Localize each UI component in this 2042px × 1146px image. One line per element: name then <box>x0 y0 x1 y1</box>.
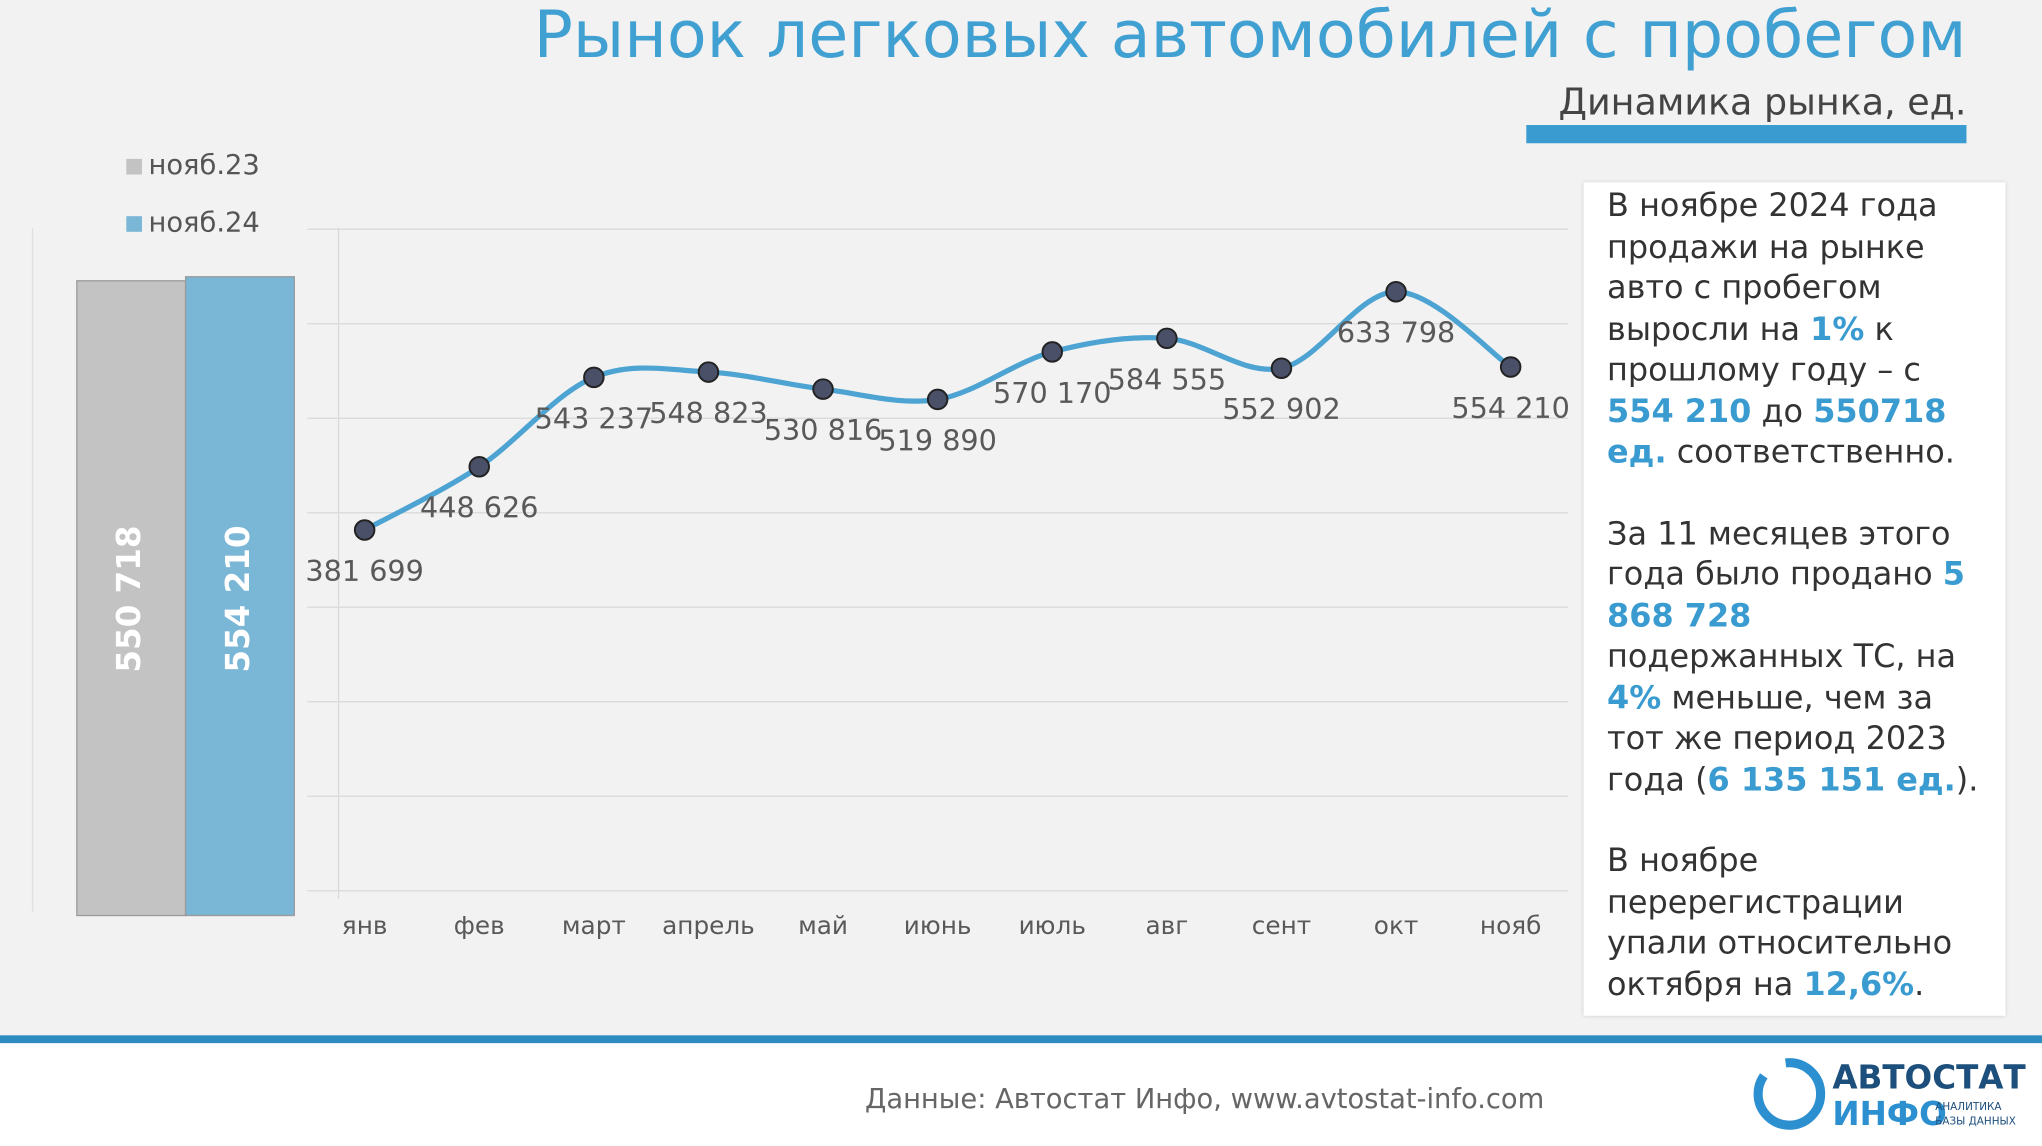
x-tick-label: янв <box>342 911 388 940</box>
legend-label: нояб.24 <box>148 207 259 238</box>
body-text: . <box>1914 964 1925 1003</box>
legend-swatch <box>126 158 142 175</box>
body-text: В ноябре 2024 года продажи на рынке авто… <box>1607 186 1938 348</box>
value-label: 381 699 <box>305 554 423 588</box>
highlight-text: 4% <box>1607 677 1662 716</box>
highlight-text: 12,6% <box>1803 964 1915 1003</box>
body-text: подержанных ТС, на <box>1607 636 1957 675</box>
sidebar-paragraph: В ноябре перерегистрации упали относител… <box>1607 840 1990 1004</box>
logo-tag: БАЗЫ ДАННЫХ <box>1935 1115 2016 1127</box>
value-label: 554 210 <box>219 525 257 672</box>
point <box>353 519 376 541</box>
highlight-text: 550718 ед. <box>1607 391 1947 471</box>
point <box>1041 341 1064 363</box>
body-text: соответственно. <box>1666 432 1955 471</box>
body-text: до <box>1751 391 1814 430</box>
subtitle: Динамика рынка, ед. <box>1558 81 1966 124</box>
footer-source: Данные: Автостат Инфо, www.avtostat-info… <box>865 1084 1544 1115</box>
value-label: 543 237 <box>535 401 653 435</box>
body-text: В ноябре перерегистрации упали относител… <box>1607 841 1953 1003</box>
value-label: 633 798 <box>1337 316 1455 350</box>
bar <box>76 280 187 917</box>
x-tick-label: май <box>798 911 848 940</box>
body-text: к прошлому году – с <box>1607 309 1921 389</box>
point <box>1499 356 1522 378</box>
x-tick-label: июль <box>1019 911 1086 940</box>
sidebar: В ноябре 2024 года продажи на рынке авто… <box>1583 182 2006 1016</box>
x-tick-label: апрель <box>662 911 755 940</box>
bar <box>184 276 295 917</box>
logo-tag: АНАЛИТИКА <box>1935 1101 2002 1113</box>
point <box>583 366 605 389</box>
value-label: 570 170 <box>993 376 1111 410</box>
value-label: 519 890 <box>878 423 996 457</box>
sidebar-paragraph: За 11 месяцев этого года было продано 5 … <box>1607 512 1990 799</box>
value-label: 548 823 <box>649 396 767 430</box>
x-tick-label: июнь <box>904 911 972 940</box>
legend-swatch <box>126 216 142 232</box>
x-tick-label: окт <box>1374 911 1418 940</box>
x-tick-label: нояб <box>1480 911 1541 940</box>
logo: АВТОСТАТ ИНФО АНАЛИТИКА БАЗЫ ДАННЫХ <box>1753 1058 2026 1133</box>
logo-brand: АВТОСТАТ <box>1832 1059 2026 1097</box>
sidebar-paragraph: В ноябре 2024 года продажи на рынке авто… <box>1607 185 1990 472</box>
point <box>1385 281 1407 303</box>
point <box>1156 327 1178 350</box>
x-tick-label: март <box>562 911 626 940</box>
value-label: 554 210 <box>1451 391 1569 425</box>
divider <box>0 1035 2042 1044</box>
legend-label: нояб.23 <box>148 150 259 181</box>
value-label: 584 555 <box>1108 362 1226 396</box>
point <box>468 456 490 478</box>
point <box>926 388 949 411</box>
highlight-text: 5 868 728 <box>1607 554 1966 634</box>
value-label: 552 902 <box>1222 392 1340 426</box>
x-tick-label: авг <box>1145 911 1188 940</box>
point <box>812 378 834 400</box>
highlight-text: 6 135 151 ед. <box>1707 759 1956 798</box>
subtitle-underline <box>1526 125 1967 144</box>
point <box>697 361 720 383</box>
highlight-text: 554 210 <box>1607 391 1752 430</box>
title: Рынок легковых автомобилей с пробегом <box>534 0 1967 73</box>
x-tick-label: фев <box>454 911 505 940</box>
x-tick-label: сент <box>1252 911 1311 940</box>
body-text: За 11 месяцев этого года было продано <box>1607 513 1951 593</box>
value-label: 530 816 <box>764 413 882 447</box>
highlight-text: 1% <box>1810 309 1865 348</box>
logo-sub: ИНФО <box>1832 1095 1946 1133</box>
value-label: 550 718 <box>110 525 148 672</box>
value-label: 448 626 <box>420 491 538 525</box>
logo-icon <box>1753 1058 1826 1130</box>
body-text: ). <box>1955 759 1979 798</box>
point <box>1270 357 1293 379</box>
body-text: меньше, чем за тот же период 2023 года ( <box>1607 677 1947 798</box>
